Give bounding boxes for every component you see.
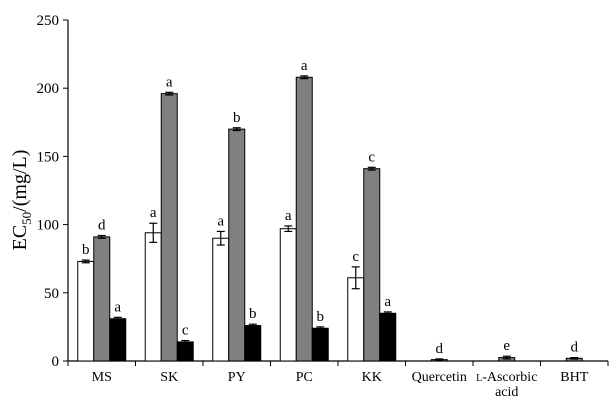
bar (364, 169, 380, 361)
x-category-label-line: L-Ascorbic (476, 370, 537, 385)
x-category-label: BHT (560, 370, 588, 385)
y-tick-label: 150 (37, 149, 60, 165)
y-title-main: EC (9, 225, 31, 251)
significance-label: c (368, 149, 375, 165)
bar (145, 233, 161, 361)
y-tick-label: 200 (37, 81, 60, 97)
y-title-rest: /(mg/L) (9, 150, 31, 212)
x-category-label: PC (296, 370, 313, 385)
significance-label: d (98, 218, 106, 234)
label-rest: -Ascorbic (482, 370, 537, 385)
x-category-label-line: Quercetin (412, 370, 467, 385)
bar (94, 237, 110, 361)
significance-label: a (166, 74, 173, 90)
x-category-label: KK (362, 370, 382, 385)
x-category-label: Quercetin (412, 370, 467, 385)
x-category-label: MS (92, 370, 112, 385)
significance-label: b (249, 306, 257, 322)
significance-label: c (352, 249, 359, 265)
x-category-label: SK (160, 370, 178, 385)
bar (229, 129, 245, 361)
significance-label: a (114, 299, 121, 315)
y-tick-label: 100 (37, 218, 60, 234)
y-tick-label: 250 (37, 13, 60, 29)
bar (280, 229, 296, 361)
bar (161, 94, 177, 361)
y-title-subscript: 50 (19, 212, 34, 225)
x-category-label-line: acid (495, 385, 518, 397)
bar (245, 326, 261, 361)
bar (110, 319, 126, 361)
x-category-label-line: PC (296, 370, 313, 385)
significance-label: b (82, 242, 90, 258)
significance-label: a (217, 213, 224, 229)
bar (78, 261, 94, 361)
significance-label: d (436, 341, 444, 357)
x-category-label-line: MS (92, 370, 112, 385)
bar (380, 313, 396, 361)
significance-label: d (571, 340, 579, 356)
bar (296, 77, 312, 361)
bar (213, 238, 229, 361)
x-category-label-line: BHT (560, 370, 588, 385)
significance-label: a (384, 294, 391, 310)
bar (348, 278, 364, 361)
bar (177, 342, 193, 361)
x-category-label-line: PY (228, 370, 246, 385)
bar (312, 328, 328, 361)
x-category-label: PY (228, 370, 246, 385)
x-category-label: L-Ascorbic acid (476, 370, 537, 397)
y-axis-title: EC50/(mg/L) (9, 150, 34, 251)
significance-label: c (182, 323, 189, 339)
significance-label: e (503, 338, 510, 354)
y-tick-label: 50 (44, 286, 59, 302)
significance-label: a (285, 208, 292, 224)
significance-label: b (233, 110, 241, 126)
x-category-label-line: KK (362, 370, 382, 385)
significance-label: a (150, 205, 157, 221)
x-category-label-line: SK (160, 370, 178, 385)
significance-label: b (317, 309, 325, 325)
significance-label: a (301, 58, 308, 74)
y-tick-label: 0 (52, 354, 60, 370)
